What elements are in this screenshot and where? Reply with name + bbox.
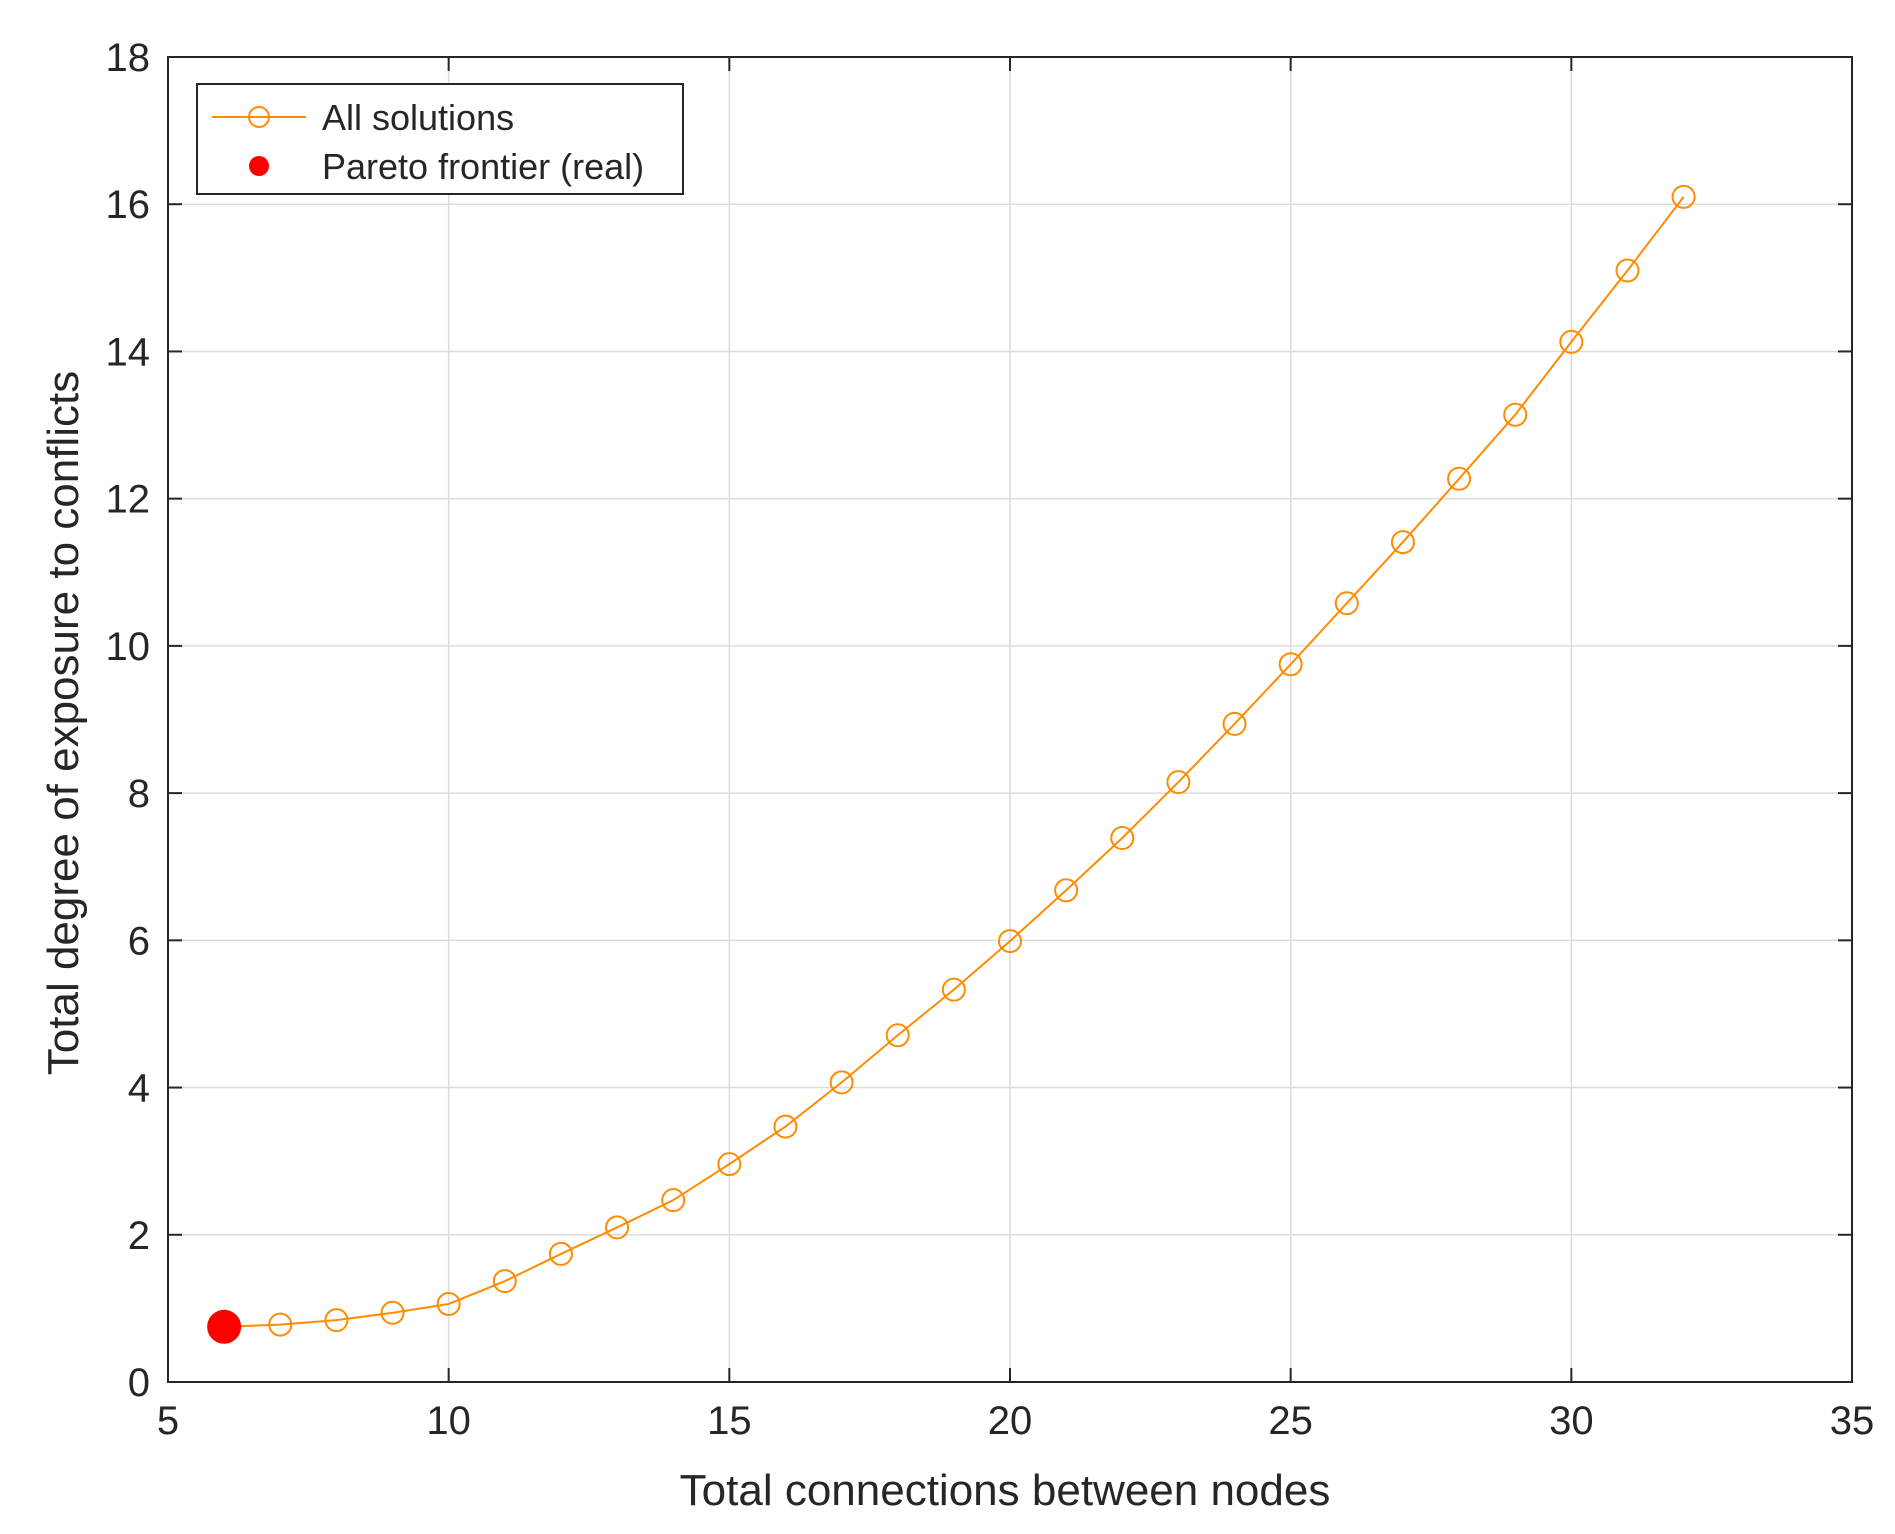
grid-lines bbox=[168, 57, 1852, 1382]
data-point-all-solutions bbox=[492, 1269, 517, 1294]
legend-marker-all-solutions bbox=[248, 106, 270, 128]
y-tick-label: 0 bbox=[128, 1361, 150, 1405]
y-tick-label: 2 bbox=[128, 1214, 150, 1258]
legend-marker-pareto bbox=[249, 156, 269, 176]
data-point-all-solutions bbox=[1110, 826, 1135, 851]
y-tick-label: 8 bbox=[128, 772, 150, 816]
plot-series bbox=[207, 184, 1696, 1344]
x-tick-label: 30 bbox=[1549, 1399, 1594, 1443]
data-point-all-solutions bbox=[1278, 652, 1303, 677]
data-point-all-solutions bbox=[324, 1308, 349, 1333]
data-point-pareto-frontier-real bbox=[207, 1309, 242, 1344]
y-tick-label: 18 bbox=[106, 36, 151, 80]
x-tick-label: 20 bbox=[988, 1399, 1033, 1443]
data-point-all-solutions bbox=[829, 1070, 854, 1095]
data-point-all-solutions bbox=[436, 1291, 461, 1316]
data-point-all-solutions bbox=[773, 1114, 798, 1139]
axes bbox=[167, 56, 1853, 1383]
data-point-all-solutions bbox=[268, 1312, 293, 1337]
x-tick-label: 10 bbox=[426, 1399, 471, 1443]
data-point-all-solutions bbox=[998, 929, 1022, 954]
x-tick-label: 5 bbox=[157, 1399, 179, 1443]
data-point-all-solutions bbox=[605, 1215, 630, 1240]
x-tick-label: 35 bbox=[1830, 1399, 1875, 1443]
data-point-all-solutions bbox=[1671, 184, 1696, 209]
y-tick-label: 10 bbox=[106, 625, 151, 669]
y-tick-label: 12 bbox=[106, 478, 151, 522]
data-point-all-solutions bbox=[1503, 402, 1528, 427]
x-tick-label: 15 bbox=[707, 1399, 752, 1443]
data-point-all-solutions bbox=[1615, 258, 1640, 283]
data-point-all-solutions bbox=[1390, 530, 1415, 555]
y-tick-label: 16 bbox=[106, 183, 151, 227]
x-axis-label: Total connections between nodes bbox=[680, 1466, 1331, 1515]
data-point-all-solutions bbox=[1054, 878, 1079, 903]
data-point-all-solutions bbox=[717, 1152, 742, 1177]
legend-label-all-solutions: All solutions bbox=[322, 97, 514, 138]
data-point-all-solutions bbox=[885, 1023, 910, 1048]
legend-box bbox=[196, 83, 684, 195]
data-point-all-solutions bbox=[1222, 711, 1247, 736]
y-tick-label: 6 bbox=[128, 919, 150, 963]
data-point-all-solutions bbox=[1334, 591, 1359, 616]
data-point-all-solutions bbox=[661, 1188, 686, 1213]
x-tick-label: 25 bbox=[1268, 1399, 1313, 1443]
data-point-all-solutions bbox=[1447, 466, 1472, 491]
tick-labels: 5 10 15 20 25 30 35 0 2 4 6 8 10 12 14 16 18 bbox=[106, 36, 1875, 1443]
data-point-all-solutions bbox=[1166, 770, 1191, 795]
data-point-all-solutions bbox=[380, 1300, 405, 1325]
y-tick-label: 14 bbox=[106, 330, 151, 374]
legend-label-pareto: Pareto frontier (real) bbox=[322, 146, 644, 187]
y-tick-label: 4 bbox=[128, 1067, 150, 1111]
series-line-all-solutions bbox=[224, 196, 1685, 1328]
legend: All solutions Pareto frontier (real) bbox=[196, 83, 684, 195]
y-axis-label: Total degree of exposure to conflicts bbox=[39, 371, 88, 1075]
data-point-all-solutions bbox=[1559, 329, 1584, 354]
data-point-all-solutions bbox=[548, 1241, 573, 1266]
data-point-all-solutions bbox=[941, 977, 966, 1002]
